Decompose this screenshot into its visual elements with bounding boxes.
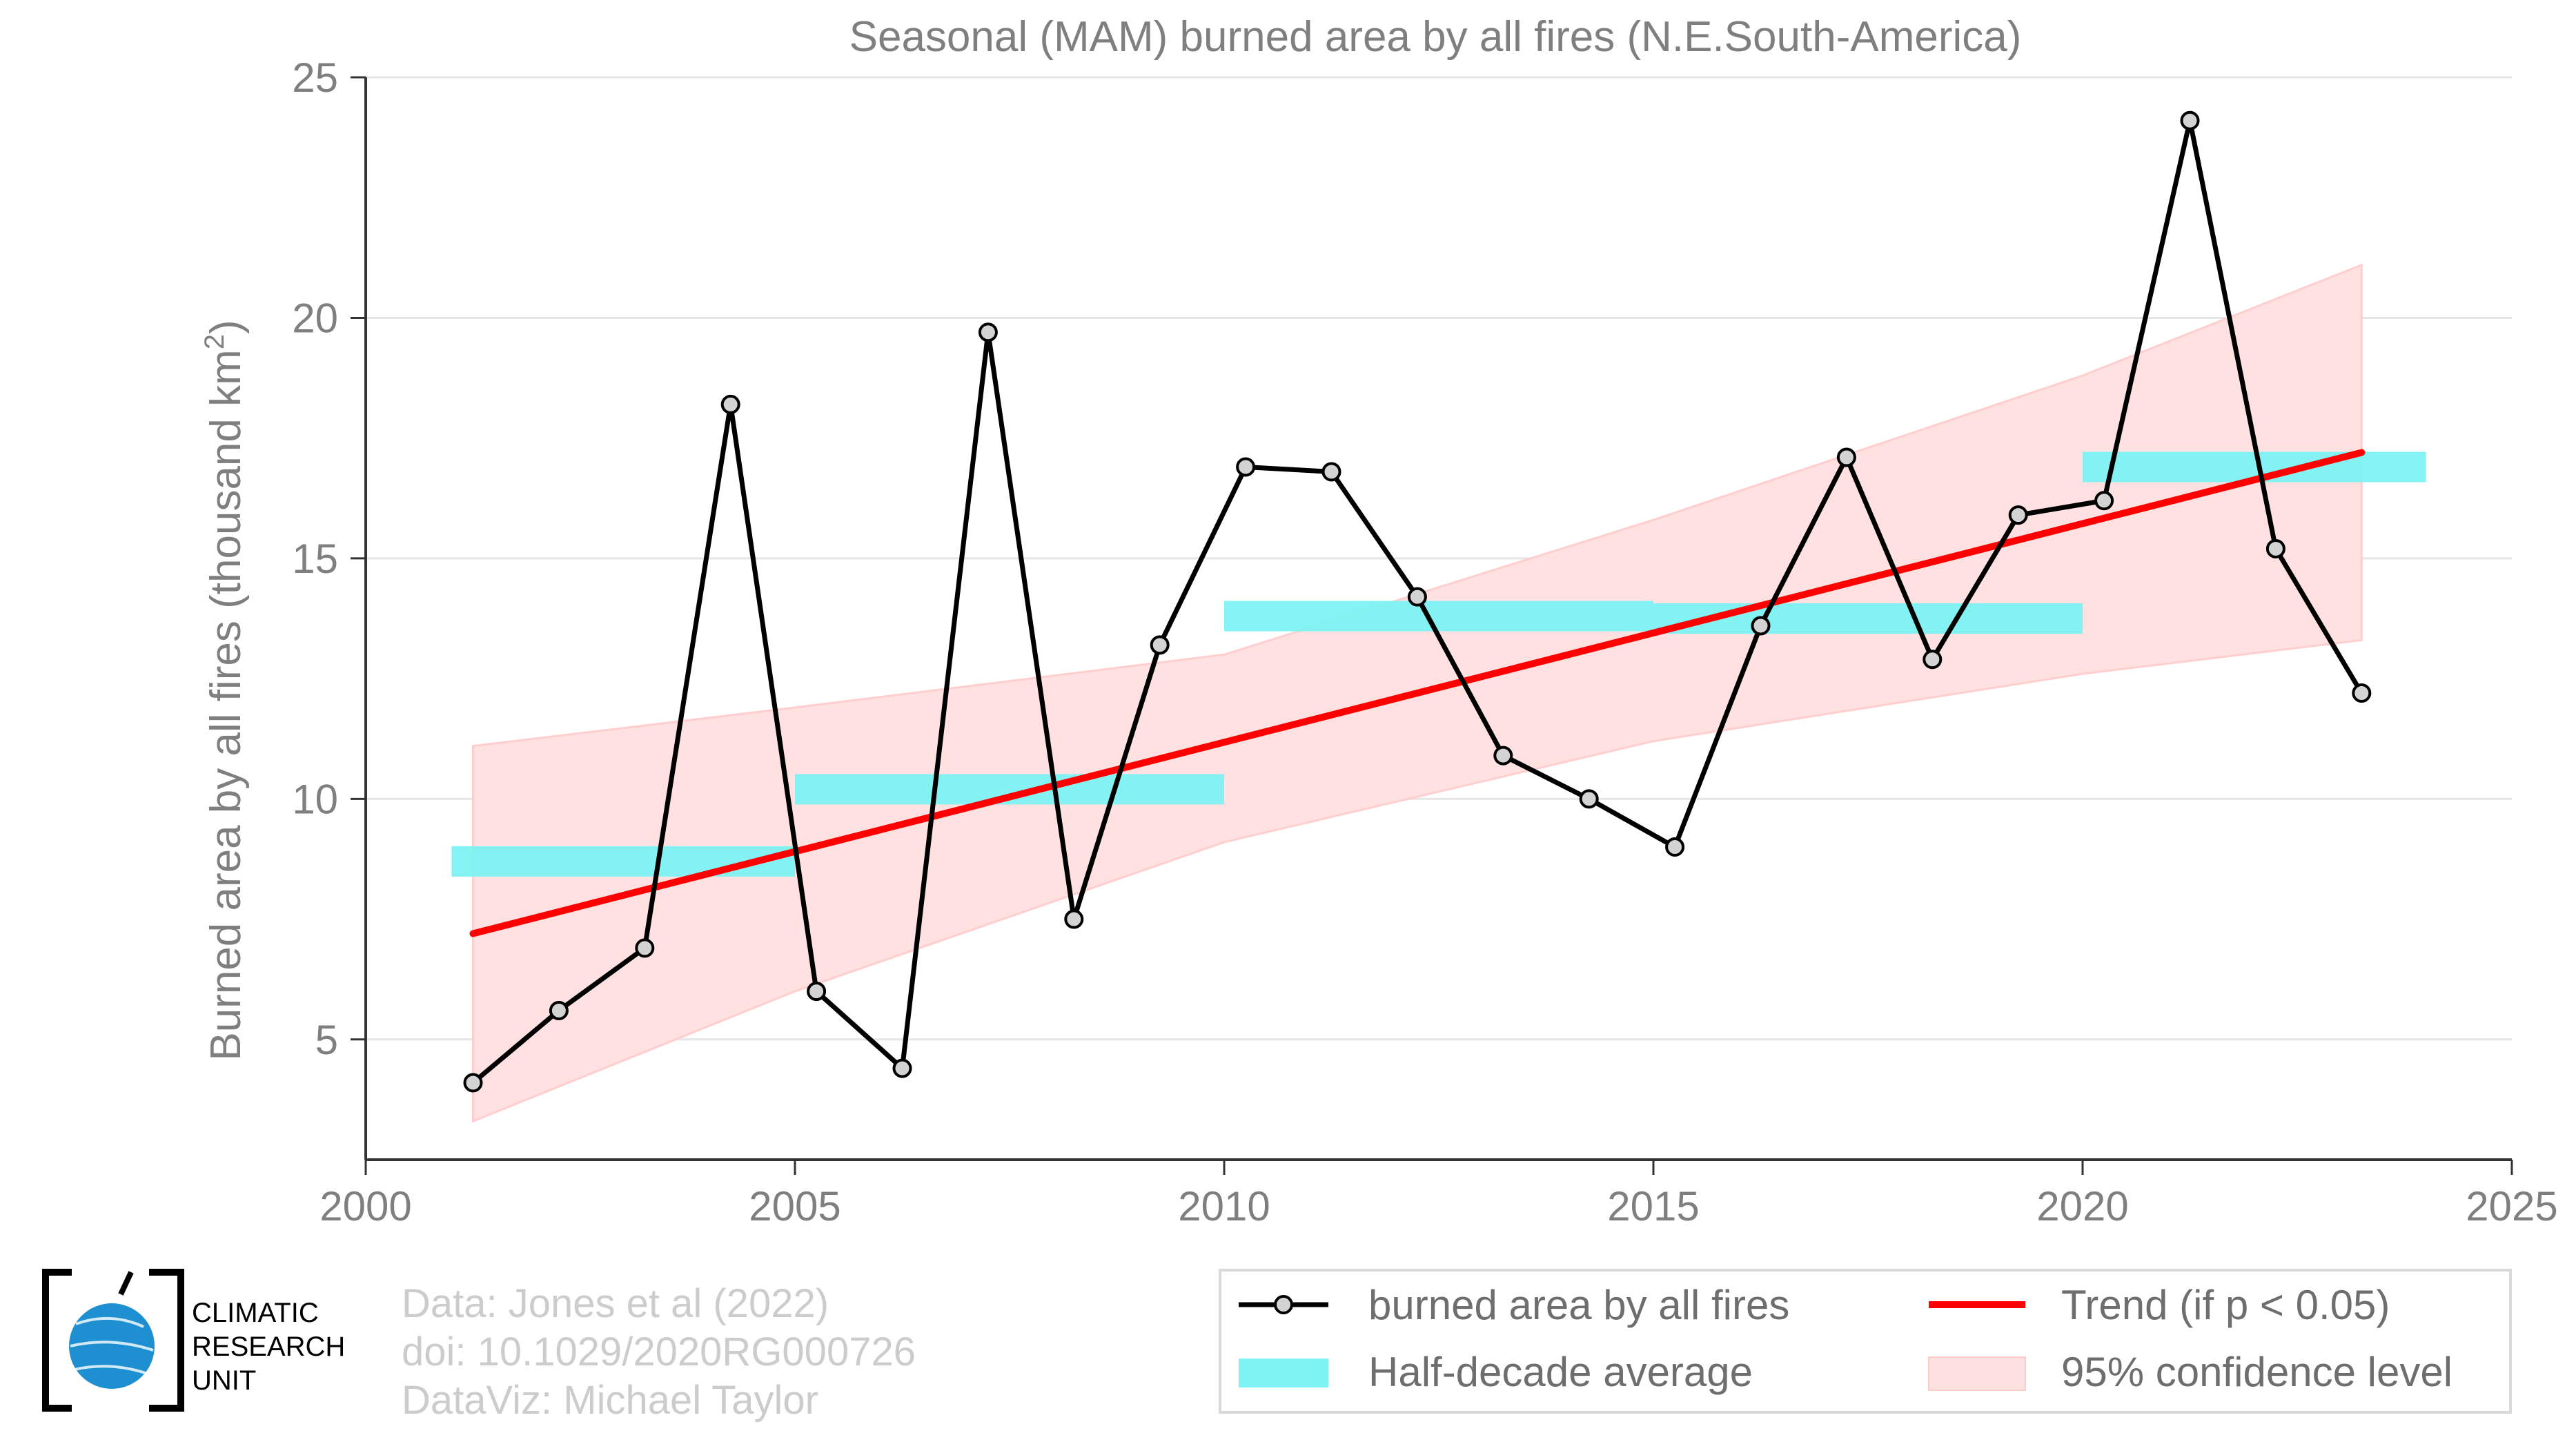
legend-swatch-half-decade (1239, 1359, 1328, 1387)
legend-label-half-decade: Half-decade average (1368, 1349, 1753, 1395)
data-point-12 (1493, 746, 1513, 766)
data-point-15 (1751, 616, 1771, 636)
data-point-16 (1836, 447, 1856, 467)
data-point-20 (2180, 110, 2200, 130)
logo-bracket-notch (118, 1271, 134, 1296)
y-tick-label-25: 25 (292, 55, 338, 101)
y-tick-label-20: 20 (292, 295, 338, 341)
y-tick-label-5: 5 (315, 1017, 338, 1063)
globe-lines (70, 1316, 154, 1375)
x-tick-label-2020: 2020 (2036, 1183, 2128, 1229)
data-point-17 (1923, 650, 1943, 670)
data-point-6 (978, 322, 998, 342)
data-point-0 (463, 1073, 483, 1093)
credit-dataviz: DataViz: Michael Taylor (402, 1378, 818, 1423)
data-point-14 (1665, 837, 1685, 857)
trend-layer (469, 449, 2366, 937)
logo-right-bracket (149, 1269, 184, 1412)
data-point-1 (549, 1000, 569, 1020)
data-point-10 (1321, 462, 1341, 482)
logo-text-unit: UNIT (192, 1365, 256, 1396)
data-credits: Data: Jones et al (2022) doi: 10.1029/20… (402, 1281, 916, 1423)
data-point-5 (892, 1058, 912, 1078)
y-axis-label-text: Burned area by all fires (thousand km (202, 349, 250, 1060)
data-point-13 (1579, 789, 1599, 809)
data-point-19 (2094, 491, 2114, 511)
legend-label-burned-area: burned area by all fires (1368, 1282, 1789, 1328)
data-point-8 (1150, 635, 1170, 655)
credit-doi: doi: 10.1029/2020RG000726 (402, 1330, 916, 1374)
half-decade-layer (451, 451, 2426, 877)
data-point-21 (2265, 538, 2285, 558)
trend-line (469, 449, 2366, 937)
legend-label-trend: Trend (if p < 0.05) (2061, 1282, 2390, 1328)
logo-left-bracket (42, 1269, 72, 1412)
x-tick-label-2015: 2015 (1607, 1183, 1699, 1229)
legend-swatch-burned-area-marker (1274, 1295, 1293, 1314)
y-axis-label-superscript: 2 (199, 334, 230, 349)
data-point-7 (1064, 909, 1084, 929)
credit-data: Data: Jones et al (2022) (402, 1281, 829, 1326)
data-point-11 (1407, 587, 1427, 607)
data-point-9 (1236, 457, 1256, 477)
logo-text-climatic: CLIMATIC (192, 1298, 319, 1328)
cru-logo: CLIMATIC RESEARCH UNIT (42, 1269, 345, 1412)
data-point-3 (720, 394, 740, 414)
x-tick-label-2000: 2000 (319, 1183, 411, 1229)
y-axis-label: Burned area by all fires (thousand km2) (199, 320, 250, 1060)
data-point-4 (807, 982, 827, 1002)
x-tick-label-2025: 2025 (2466, 1183, 2557, 1229)
legend-swatch-confidence (1928, 1356, 2026, 1391)
y-tick-label-10: 10 (292, 776, 338, 822)
legend-box (1219, 1269, 2512, 1414)
y-tick-label-15: 15 (292, 536, 338, 582)
legend: burned area by all fires Trend (if p < 0… (1219, 1269, 2512, 1414)
x-tick-label-2010: 2010 (1178, 1183, 1270, 1229)
x-tick-label-2005: 2005 (749, 1183, 840, 1229)
y-axis-label-close: ) (202, 320, 250, 334)
logo-text-research: RESEARCH (192, 1332, 345, 1362)
legend-label-confidence: 95% confidence level (2061, 1349, 2452, 1395)
data-point-2 (635, 938, 655, 958)
burned-area-series-layer (463, 110, 2372, 1093)
data-point-22 (2352, 683, 2372, 703)
chart-title: Seasonal (MAM) burned area by all fires … (849, 13, 2022, 61)
data-point-18 (2008, 505, 2028, 525)
